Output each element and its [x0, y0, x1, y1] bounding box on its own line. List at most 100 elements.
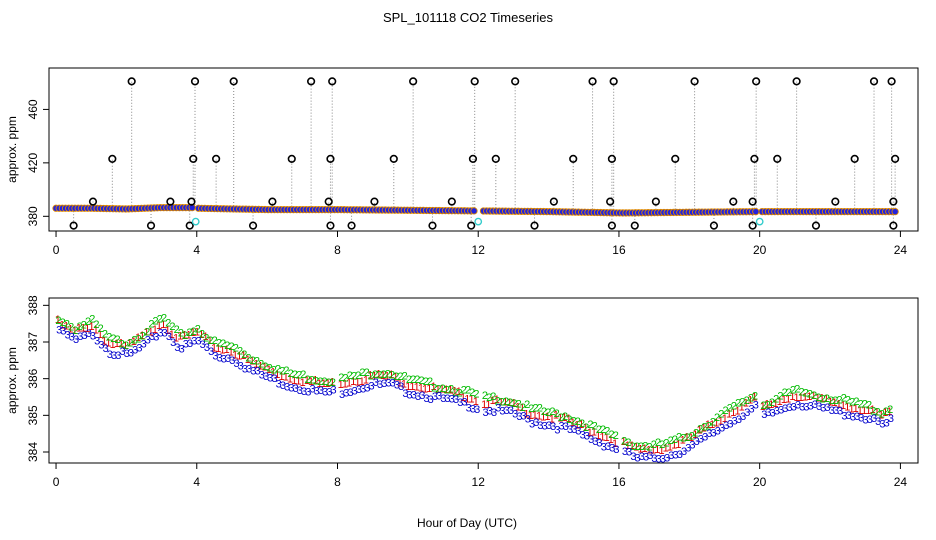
series-3-point: 3: [774, 406, 780, 418]
series-1-point: 1: [612, 438, 618, 450]
series-2-point: 2: [136, 333, 142, 345]
series-2-point: 2: [554, 408, 560, 420]
series-1-point: 1: [506, 397, 512, 409]
series-3-point: 3: [347, 387, 353, 399]
series-1-point: 1: [688, 432, 694, 444]
series-2-point: 2: [609, 429, 615, 441]
series-2-point: 2: [499, 397, 505, 409]
series-3-point: 3: [77, 331, 83, 343]
series-1-point: 1: [637, 443, 643, 455]
series-3-point: 3: [820, 403, 826, 415]
series-3-point: 3: [250, 366, 256, 378]
series-2-point: 2: [161, 313, 167, 325]
series-3-point: 3: [187, 338, 193, 350]
series-3-point: 3: [326, 387, 332, 399]
series-3-point: 3: [390, 378, 396, 390]
series-2-point: 2: [250, 355, 256, 367]
series-3-point: 3: [609, 443, 615, 455]
spike-point: [248, 221, 258, 230]
series-3-point: 3: [512, 409, 518, 421]
series-2-point: 2: [473, 388, 479, 400]
series-1-point: 1: [861, 405, 867, 417]
series-3-point: 3: [770, 408, 776, 420]
series-2-point: 2: [642, 441, 648, 453]
series-1-point: 1: [739, 402, 745, 414]
series-3-point: 3: [656, 454, 662, 466]
series-1-point: 1: [173, 332, 179, 344]
series-3-point: 3: [597, 437, 603, 449]
series-3-point: 3: [309, 383, 315, 395]
series-1-point: 1: [823, 393, 829, 405]
series-1-point: 1: [882, 407, 888, 419]
series-1-point: 1: [827, 396, 833, 408]
series-2-point: 2: [803, 387, 809, 399]
spike-point: [324, 197, 333, 206]
series-3-point: 3: [60, 326, 66, 338]
series-1-point: 1: [384, 371, 390, 383]
series-1-point: 1: [228, 346, 234, 358]
series-2-point: 2: [507, 397, 513, 409]
series-2-point: 2: [233, 342, 239, 354]
series-2-point: 2: [203, 333, 209, 345]
series-3-point: 3: [651, 453, 657, 465]
series-1-point: 1: [135, 332, 141, 344]
series-3-point: 3: [111, 350, 117, 362]
series-3-point: 3: [246, 363, 252, 375]
baseline-point: [752, 208, 760, 216]
series-1-point: 1: [422, 383, 428, 395]
series-1-point: 1: [840, 400, 846, 412]
series-3-point: 3: [588, 434, 594, 446]
series-3-point: 3: [584, 430, 590, 442]
spike-point: [609, 77, 618, 86]
series-1-point: 1: [414, 381, 420, 393]
series-2-point: 2: [811, 390, 817, 402]
series-1-point: 1: [654, 444, 660, 456]
series-2-point: 2: [680, 432, 686, 444]
series-2-point: 2: [410, 374, 416, 386]
series-3-point: 3: [677, 449, 683, 461]
series-2-point: 2: [583, 422, 589, 434]
series-3-point: 3: [592, 436, 598, 448]
series-3-point: 3: [288, 382, 294, 394]
series-2-point: 2: [140, 330, 146, 342]
series-3-point: 3: [660, 454, 666, 466]
series-2-point: 2: [292, 369, 298, 381]
series-3-point: 3: [858, 412, 864, 424]
series-3-point: 3: [803, 401, 809, 413]
series-3-point: 3: [664, 452, 670, 464]
series-2-point: 2: [81, 320, 87, 332]
series-3-point: 3: [242, 364, 248, 376]
spike-point: [467, 221, 476, 230]
spike-point: [127, 77, 136, 86]
series-2-point: 2: [440, 383, 446, 395]
series-3-point: 3: [301, 386, 307, 398]
spike-point: [750, 154, 759, 163]
series-1-point: 1: [295, 376, 301, 388]
bottom-x-tick-label: 12: [472, 475, 486, 489]
spike-point: [328, 77, 337, 86]
spike-point: [108, 154, 117, 163]
series-1-point: 1: [810, 390, 816, 402]
series-1-point: 1: [701, 423, 707, 435]
bottom-y-tick-label: 384: [26, 442, 40, 462]
series-3-point: 3: [765, 407, 771, 419]
series-1-point: 1: [498, 396, 504, 408]
series-3-point: 3: [423, 393, 429, 405]
series-2-point: 2: [697, 423, 703, 435]
series-2-point: 2: [296, 370, 302, 382]
series-1-point: 1: [224, 344, 230, 356]
spike-point: [607, 154, 617, 163]
series-2-point: 2: [760, 400, 766, 412]
series-2-point: 2: [773, 394, 779, 406]
series-2-point: 2: [343, 372, 349, 384]
series-1-point: 1: [726, 408, 732, 420]
series-3-point: 3: [233, 358, 239, 370]
bottom-y-tick-label: 387: [26, 332, 40, 352]
series-3-point: 3: [761, 409, 767, 421]
series-2-point: 2: [752, 391, 758, 403]
series-1-point: 1: [675, 439, 681, 451]
series-3-point: 3: [643, 451, 649, 463]
series-2-point: 2: [195, 324, 201, 336]
series-3-point: 3: [119, 346, 125, 358]
series-2-point: 2: [237, 346, 243, 358]
